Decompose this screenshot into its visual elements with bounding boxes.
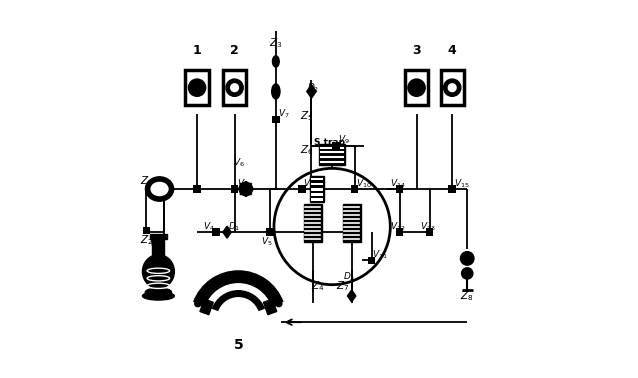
Text: $Z_1$: $Z_1$: [140, 175, 153, 188]
Bar: [396, 185, 403, 193]
Bar: [223, 70, 246, 105]
Polygon shape: [348, 290, 356, 302]
Bar: [267, 228, 274, 236]
Text: $D_3$: $D_3$: [343, 271, 356, 284]
Text: $Z_7$: $Z_7$: [336, 280, 349, 293]
Bar: [319, 144, 345, 164]
Text: $V_{11}$: $V_{11}$: [373, 248, 388, 261]
Ellipse shape: [151, 183, 168, 195]
Text: 1: 1: [193, 44, 202, 57]
Text: 3: 3: [412, 44, 421, 57]
Polygon shape: [307, 85, 316, 98]
Text: S trap: S trap: [315, 138, 346, 147]
Circle shape: [188, 79, 205, 96]
Text: $Z_4$: $Z_4$: [311, 280, 324, 293]
Bar: [311, 188, 323, 191]
Ellipse shape: [145, 288, 172, 296]
Bar: [441, 70, 464, 105]
Bar: [332, 142, 339, 150]
Text: $V_7$: $V_7$: [278, 108, 290, 120]
Text: $Z_8$: $Z_8$: [460, 289, 473, 303]
Circle shape: [274, 168, 390, 285]
Text: $V_9$: $V_9$: [338, 134, 350, 146]
Bar: [304, 204, 322, 242]
Bar: [396, 228, 403, 236]
Bar: [311, 183, 323, 186]
Bar: [242, 185, 250, 193]
Circle shape: [239, 182, 253, 196]
Bar: [150, 234, 167, 239]
Bar: [143, 226, 150, 234]
Text: $Z_2$: $Z_2$: [140, 233, 153, 246]
Bar: [299, 185, 306, 193]
Text: $V_4$: $V_4$: [204, 220, 215, 233]
Text: $V_2$: $V_2$: [237, 177, 249, 190]
Circle shape: [461, 252, 474, 265]
Text: $V_5$: $V_5$: [261, 235, 272, 248]
Circle shape: [461, 268, 473, 279]
Circle shape: [449, 84, 456, 91]
Bar: [426, 228, 433, 236]
Text: $D_1$: $D_1$: [228, 220, 241, 233]
Circle shape: [408, 79, 425, 96]
Polygon shape: [223, 226, 231, 238]
Text: 5: 5: [234, 338, 243, 352]
Ellipse shape: [142, 255, 174, 288]
Text: 4: 4: [448, 44, 457, 57]
Bar: [231, 185, 239, 193]
Ellipse shape: [145, 177, 174, 201]
Text: $D_2$: $D_2$: [307, 81, 320, 94]
Circle shape: [276, 301, 282, 307]
Bar: [310, 176, 324, 202]
Bar: [311, 198, 323, 201]
Circle shape: [195, 301, 201, 307]
Text: $V_6$: $V_6$: [234, 156, 246, 169]
Bar: [311, 193, 323, 195]
Polygon shape: [263, 299, 277, 314]
Bar: [311, 178, 323, 180]
Bar: [405, 70, 428, 105]
Text: $Z_3$: $Z_3$: [269, 36, 283, 50]
Text: 2: 2: [230, 44, 239, 57]
Text: $V_{14}$: $V_{14}$: [390, 177, 405, 190]
Text: $Z_5$: $Z_5$: [300, 109, 313, 123]
Bar: [152, 236, 165, 257]
Text: $Z_6$: $Z_6$: [300, 143, 314, 156]
Bar: [367, 257, 375, 264]
Bar: [186, 70, 209, 105]
Text: $V_{15}$: $V_{15}$: [454, 177, 470, 190]
Text: $V_8$: $V_8$: [303, 177, 315, 190]
Circle shape: [226, 79, 243, 96]
Ellipse shape: [272, 84, 280, 99]
Bar: [343, 204, 360, 242]
Ellipse shape: [142, 292, 174, 300]
Polygon shape: [200, 299, 213, 314]
Text: $V_1$: $V_1$: [155, 177, 167, 190]
Text: $V_3$: $V_3$: [149, 237, 161, 249]
Bar: [449, 185, 456, 193]
Bar: [272, 116, 279, 123]
Bar: [351, 185, 359, 193]
Text: $V_{13}$: $V_{13}$: [420, 220, 435, 233]
Text: $V_{12}$: $V_{12}$: [390, 220, 405, 233]
Bar: [212, 228, 219, 236]
Circle shape: [443, 79, 461, 96]
Ellipse shape: [272, 56, 279, 67]
Text: $V_{10}$: $V_{10}$: [356, 177, 371, 190]
Bar: [193, 185, 201, 193]
Circle shape: [231, 84, 239, 91]
